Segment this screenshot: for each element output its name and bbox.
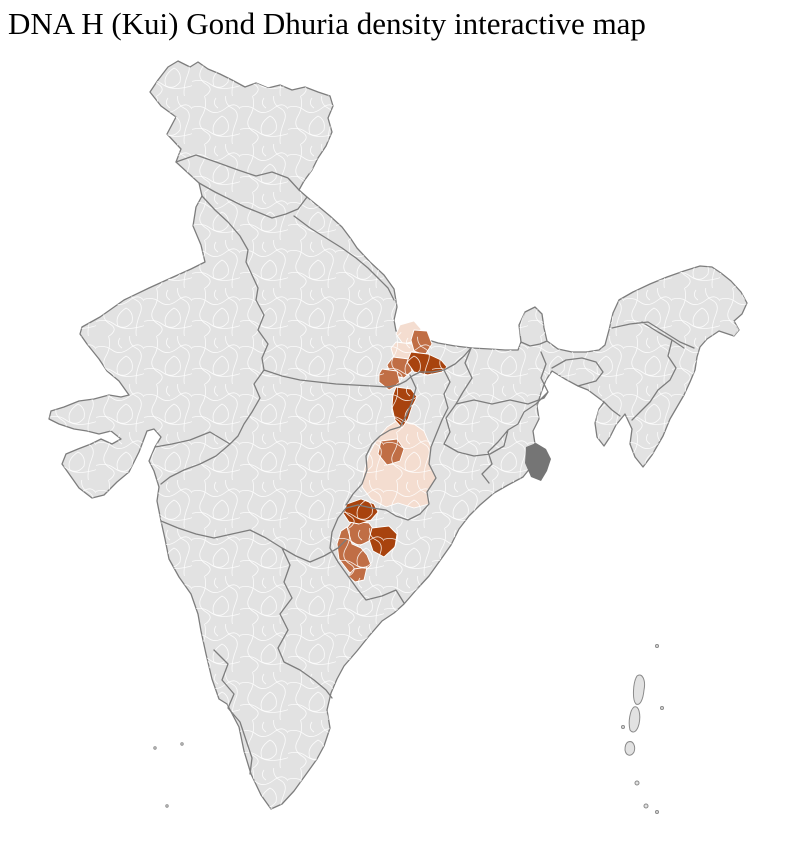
state-borders (154, 154, 695, 775)
district-boundaries-texture (49, 61, 747, 809)
delta-region (525, 443, 551, 481)
lakshadweep-islands (153, 742, 184, 808)
page-title: DNA H (Kui) Gond Dhuria density interact… (8, 6, 646, 41)
andaman-nicobar-islands (621, 644, 664, 814)
